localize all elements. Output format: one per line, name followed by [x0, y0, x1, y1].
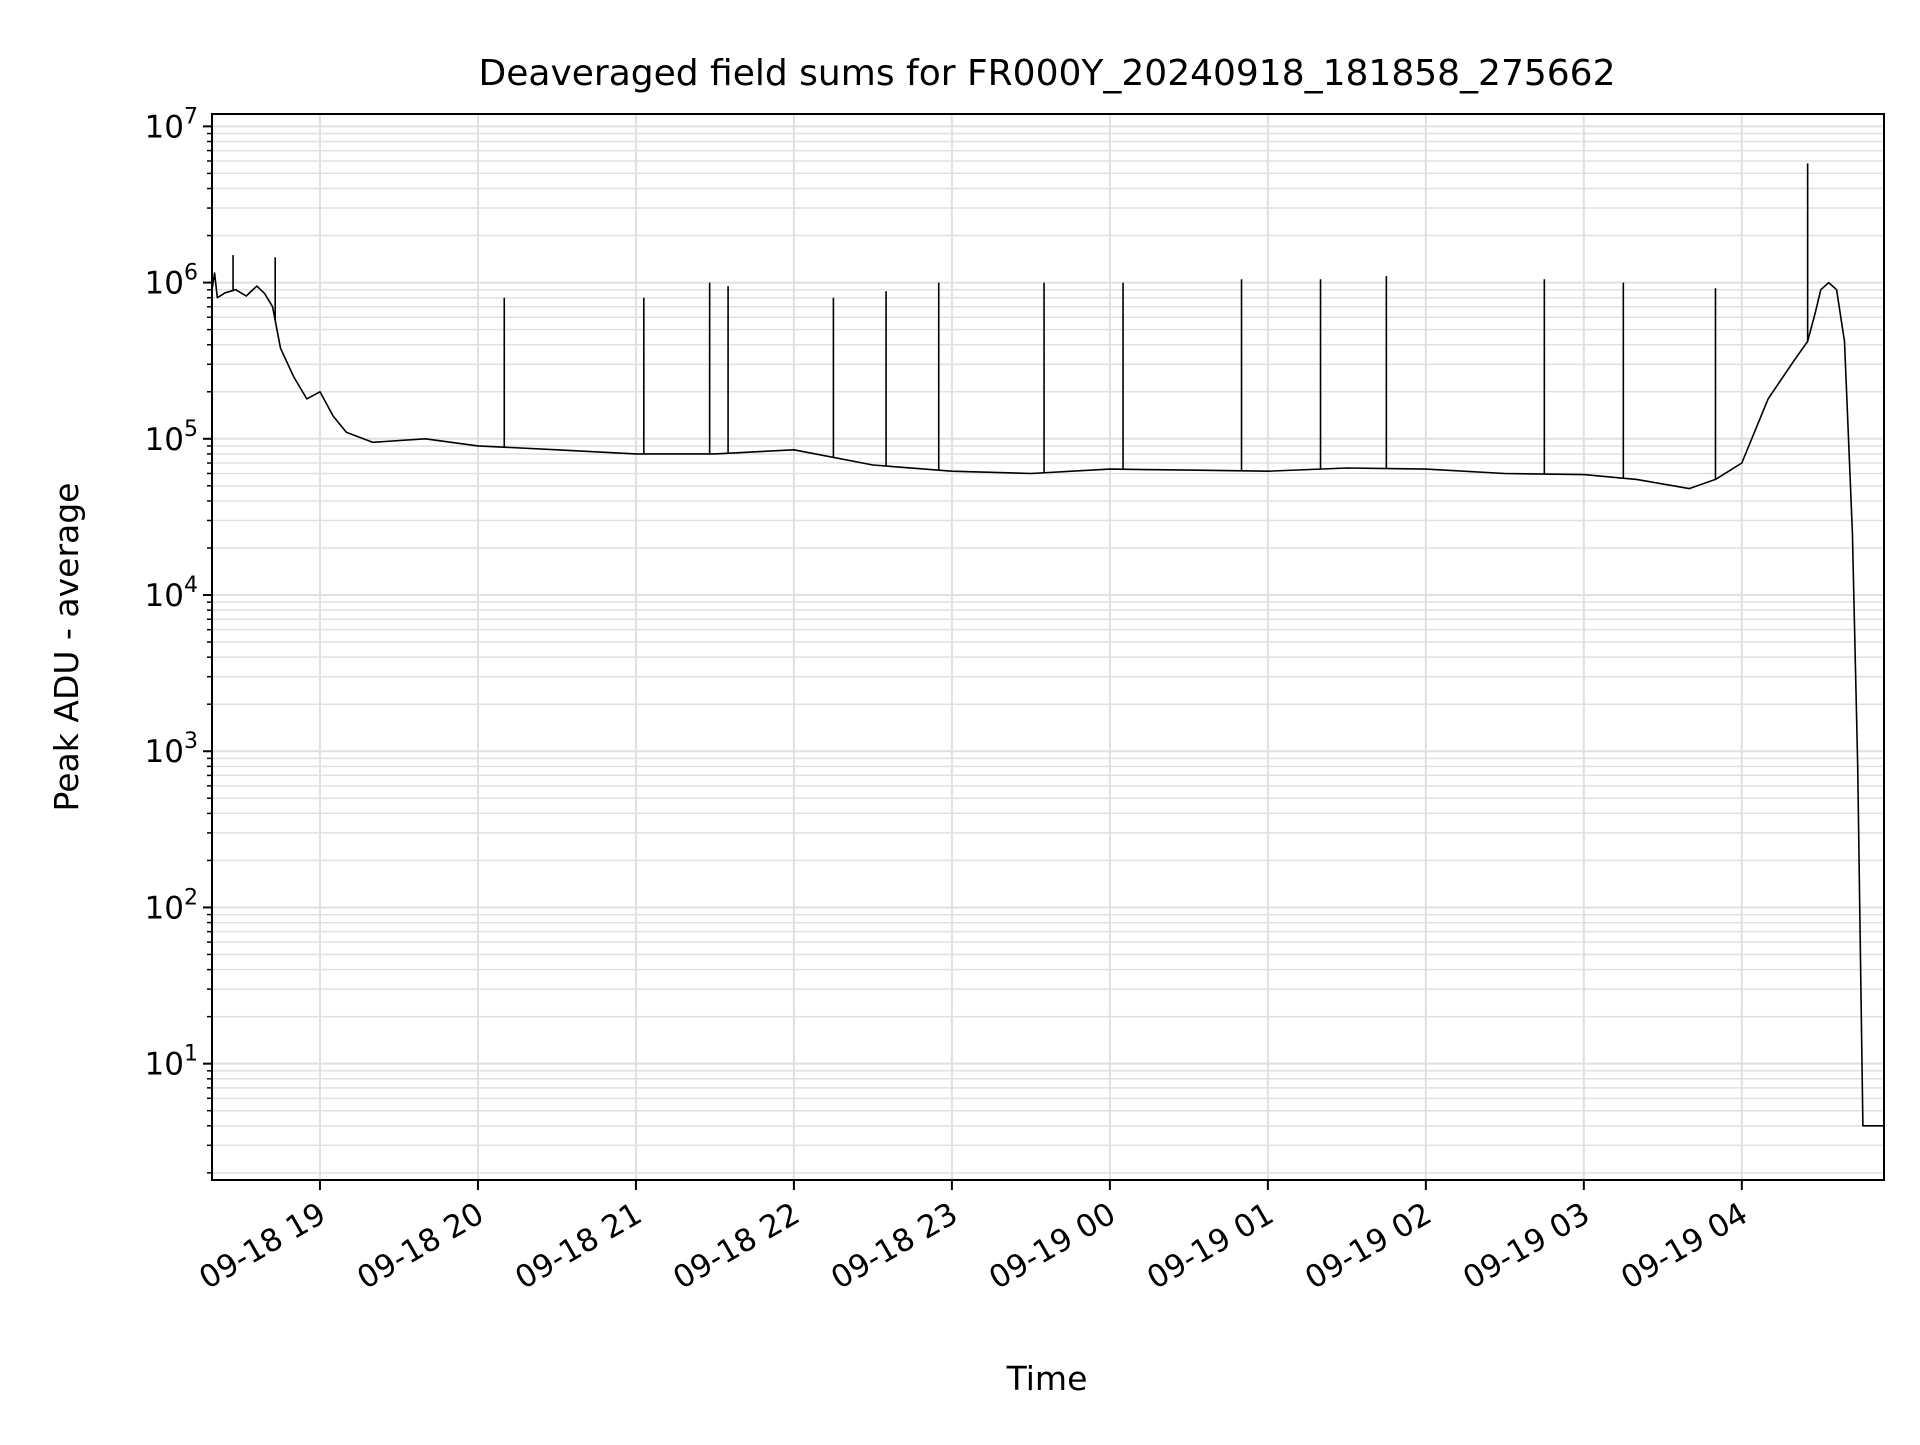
x-tick-label: 09-18 19: [193, 1196, 332, 1297]
y-tick-label: 106: [145, 261, 198, 302]
x-tick-label: 09-19 03: [1457, 1196, 1596, 1297]
x-tick-label: 09-18 20: [351, 1196, 490, 1297]
plot-frame: [211, 113, 1885, 1181]
y-tick-label: 104: [145, 573, 198, 614]
y-tick-label: 101: [145, 1042, 198, 1083]
y-tick-label: 107: [145, 104, 198, 145]
series-line-0: [211, 272, 1884, 1127]
x-tick-label: 09-19 01: [1141, 1196, 1280, 1297]
x-axis-label: Time: [1006, 1359, 1088, 1398]
series-layer: [211, 163, 1884, 1127]
grid-layer: [212, 114, 1884, 1180]
x-tick-label: 09-19 00: [983, 1196, 1122, 1297]
y-tick-label: 103: [145, 729, 198, 770]
x-tick-label: 09-18 21: [509, 1196, 648, 1297]
x-tick-label: 09-18 23: [825, 1196, 964, 1297]
y-tick-label: 105: [145, 417, 198, 458]
chart-title: Deaveraged field sums for FR000Y_2024091…: [479, 53, 1616, 94]
x-tick-label: 09-18 22: [667, 1196, 806, 1297]
x-tick-label: 09-19 02: [1299, 1196, 1438, 1297]
y-axis-label: Peak ADU - average: [47, 483, 86, 812]
y-tick-label: 102: [145, 885, 198, 926]
x-tick-label: 09-19 04: [1615, 1196, 1754, 1297]
